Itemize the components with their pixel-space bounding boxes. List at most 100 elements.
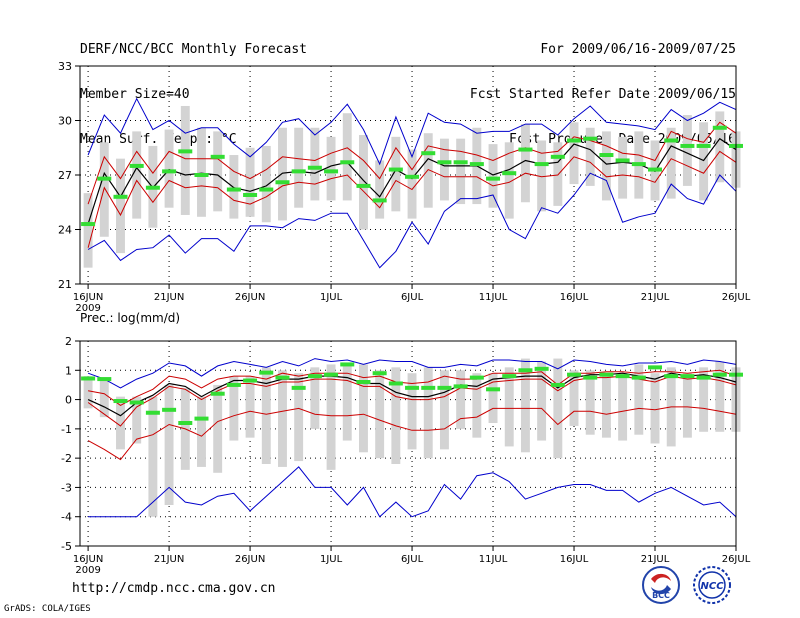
spread-box bbox=[601, 131, 611, 201]
spread-box bbox=[423, 133, 433, 208]
spread-box bbox=[456, 370, 466, 429]
median-marker bbox=[243, 192, 258, 197]
spread-box bbox=[375, 160, 385, 219]
spread-box bbox=[342, 113, 352, 201]
median-marker bbox=[162, 169, 177, 174]
spread-box bbox=[294, 127, 304, 208]
spread-box bbox=[715, 361, 725, 432]
median-marker bbox=[340, 160, 355, 165]
median-marker bbox=[583, 136, 598, 141]
spread-box bbox=[618, 136, 628, 199]
spread-box bbox=[699, 122, 709, 201]
spread-box bbox=[213, 384, 223, 473]
median-marker bbox=[567, 138, 582, 143]
x-tick-label: 16JUN bbox=[73, 554, 103, 565]
median-marker bbox=[469, 162, 484, 167]
x-tick-year: 2009 bbox=[75, 303, 100, 314]
spread-box bbox=[618, 373, 628, 441]
spread-box bbox=[245, 376, 255, 438]
median-marker bbox=[129, 163, 144, 168]
spread-box bbox=[553, 358, 563, 459]
spread-box bbox=[132, 396, 142, 444]
median-marker bbox=[518, 147, 533, 152]
spread-box bbox=[439, 370, 449, 450]
y-tick-label: 1 bbox=[65, 364, 72, 377]
footer-url[interactable]: http://cmdp.ncc.cma.gov.cn bbox=[72, 581, 276, 596]
spread-box bbox=[601, 376, 611, 438]
spread-box bbox=[472, 373, 482, 438]
spread-box bbox=[488, 373, 498, 423]
spread-box bbox=[650, 373, 660, 444]
median-marker bbox=[405, 174, 420, 179]
ncc-logo-text: NCC bbox=[700, 581, 724, 592]
median-marker bbox=[421, 385, 436, 390]
median-marker bbox=[599, 153, 614, 158]
y-tick-label: -3 bbox=[61, 481, 72, 494]
spread-box bbox=[164, 384, 174, 505]
median-marker bbox=[226, 382, 241, 387]
spread-box bbox=[666, 127, 676, 199]
x-tick-label: 26JUL bbox=[722, 292, 751, 303]
spread-box bbox=[488, 144, 498, 208]
x-tick-year: 2009 bbox=[75, 565, 100, 576]
spread-box bbox=[585, 370, 595, 435]
x-tick-label: 6JUL bbox=[401, 292, 424, 303]
median-marker bbox=[81, 376, 96, 381]
median-marker bbox=[631, 375, 646, 380]
median-marker bbox=[307, 165, 322, 170]
series-line-min bbox=[88, 466, 737, 518]
x-tick-label: 21JUN bbox=[154, 292, 184, 303]
y-tick-label: 30 bbox=[58, 115, 72, 128]
median-marker bbox=[712, 372, 727, 377]
median-marker bbox=[340, 362, 355, 367]
chart-title: DERF/NCC/BCC Monthly Forecast bbox=[80, 42, 307, 57]
median-marker bbox=[648, 365, 663, 370]
spread-box bbox=[520, 124, 530, 203]
median-marker bbox=[550, 382, 565, 387]
x-tick-label: 1JUL bbox=[320, 554, 343, 565]
x-tick-label: 11JUL bbox=[479, 554, 508, 565]
median-marker bbox=[486, 176, 501, 181]
plot-frame bbox=[79, 65, 737, 285]
spread-box bbox=[553, 142, 563, 206]
y-tick-label: 0 bbox=[65, 394, 72, 407]
median-marker bbox=[680, 374, 695, 379]
series-line-upper bbox=[88, 369, 737, 406]
median-marker bbox=[324, 169, 339, 174]
spread-box bbox=[391, 367, 401, 464]
median-marker bbox=[194, 416, 209, 421]
spread-box bbox=[359, 135, 368, 230]
median-marker bbox=[178, 421, 193, 425]
spread-box bbox=[245, 147, 255, 217]
y-tick-label: 24 bbox=[58, 224, 72, 237]
spread-box bbox=[569, 370, 579, 426]
spread-box bbox=[520, 358, 530, 453]
median-marker bbox=[210, 391, 225, 396]
plot-frame bbox=[79, 340, 737, 547]
median-marker bbox=[437, 385, 452, 390]
median-marker bbox=[145, 185, 160, 190]
spread-box bbox=[407, 373, 417, 450]
spread-box bbox=[261, 367, 271, 464]
median-marker bbox=[534, 366, 549, 371]
x-tick-label: 11JUL bbox=[479, 292, 508, 303]
spread-box bbox=[278, 370, 287, 467]
median-marker bbox=[664, 374, 679, 379]
median-marker bbox=[469, 375, 484, 380]
series-line-max bbox=[87, 358, 737, 389]
spread-box bbox=[197, 396, 206, 467]
forecast-period: For 2009/06/16-2009/07/25 bbox=[540, 42, 736, 57]
median-marker bbox=[129, 400, 144, 405]
spread-box bbox=[180, 105, 190, 215]
spread-box bbox=[504, 142, 514, 219]
median-marker bbox=[356, 183, 371, 188]
spread-box bbox=[310, 367, 320, 429]
spread-box bbox=[148, 396, 158, 517]
x-tick-label: 16JUL bbox=[560, 554, 589, 565]
x-tick-label: 26JUN bbox=[235, 292, 265, 303]
spread-box bbox=[261, 145, 271, 223]
median-marker bbox=[162, 407, 177, 412]
spread-box bbox=[585, 127, 595, 186]
header-right: For 2009/06/16-2009/07/25 Fcst Started R… bbox=[470, 12, 736, 162]
